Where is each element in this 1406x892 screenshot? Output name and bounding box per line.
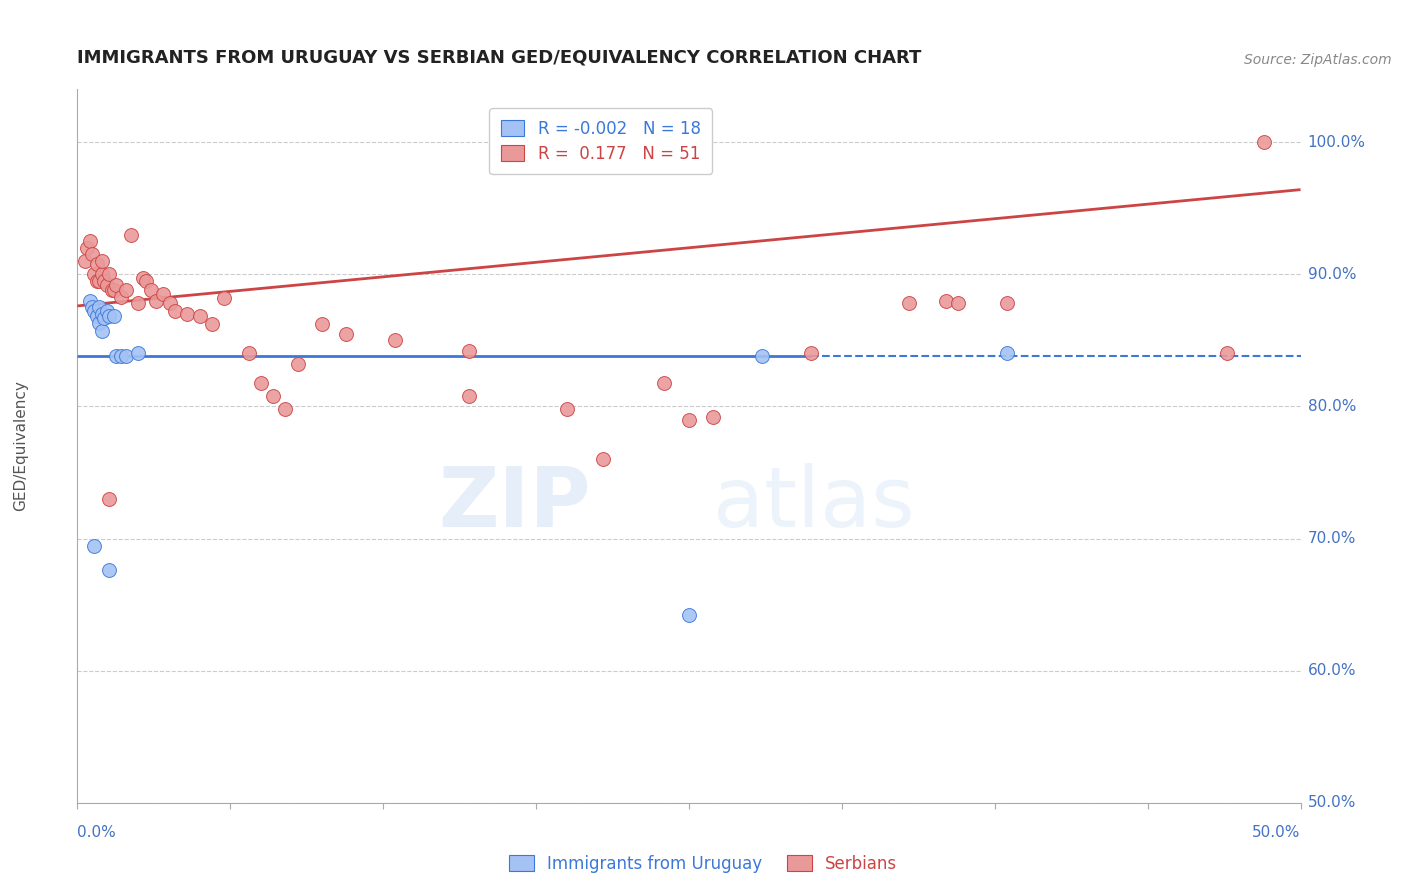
Point: [457, 343, 479, 358]
Point: [127, 346, 149, 360]
Point: [86, 310, 108, 324]
Point: [93, 310, 115, 325]
Point: [995, 296, 1018, 310]
Point: [898, 296, 921, 310]
Point: [176, 307, 198, 321]
Point: [262, 389, 284, 403]
Point: [100, 283, 122, 297]
Text: 0.0%: 0.0%: [77, 825, 117, 840]
Legend: R = -0.002   N = 18, R =  0.177   N = 51: R = -0.002 N = 18, R = 0.177 N = 51: [489, 108, 713, 174]
Point: [238, 346, 260, 360]
Point: [145, 293, 167, 308]
Point: [152, 287, 174, 301]
Point: [384, 333, 406, 347]
Text: ZIP: ZIP: [439, 463, 591, 543]
Point: [212, 291, 235, 305]
Point: [79, 234, 101, 248]
Point: [105, 277, 128, 292]
Point: [103, 283, 125, 297]
Point: [80, 300, 103, 314]
Point: [751, 349, 773, 363]
Text: 90.0%: 90.0%: [1308, 267, 1355, 282]
Point: [702, 409, 724, 424]
Text: IMMIGRANTS FROM URUGUAY VS SERBIAN GED/EQUIVALENCY CORRELATION CHART: IMMIGRANTS FROM URUGUAY VS SERBIAN GED/E…: [77, 49, 922, 67]
Point: [89, 274, 111, 288]
Point: [132, 271, 155, 285]
Point: [120, 227, 142, 242]
Point: [995, 346, 1018, 360]
Point: [103, 310, 125, 324]
Point: [110, 290, 132, 304]
Point: [127, 296, 149, 310]
Point: [105, 349, 128, 363]
Point: [79, 293, 101, 308]
Legend: Immigrants from Uruguay, Serbians: Immigrants from Uruguay, Serbians: [502, 848, 904, 880]
Point: [90, 307, 112, 321]
Point: [1216, 346, 1239, 360]
Text: 80.0%: 80.0%: [1308, 399, 1355, 414]
Point: [946, 296, 969, 310]
Text: Source: ZipAtlas.com: Source: ZipAtlas.com: [1244, 53, 1392, 67]
Text: GED/Equivalency: GED/Equivalency: [14, 381, 28, 511]
Point: [89, 316, 111, 330]
Point: [98, 310, 121, 324]
Point: [83, 267, 105, 281]
Point: [250, 376, 273, 390]
Point: [135, 274, 157, 288]
Point: [159, 296, 181, 310]
Text: 100.0%: 100.0%: [1308, 135, 1365, 150]
Point: [592, 452, 614, 467]
Point: [96, 304, 118, 318]
Text: 60.0%: 60.0%: [1308, 663, 1355, 678]
Point: [89, 300, 111, 314]
Text: 50.0%: 50.0%: [1308, 796, 1355, 810]
Point: [1253, 135, 1275, 149]
Point: [98, 267, 121, 281]
Point: [96, 277, 118, 292]
Point: [86, 274, 108, 288]
Point: [80, 247, 103, 261]
Point: [188, 310, 211, 324]
Point: [90, 267, 112, 281]
Point: [935, 293, 957, 308]
Point: [274, 402, 297, 417]
Point: [335, 326, 357, 341]
Point: [678, 608, 700, 623]
Point: [555, 402, 578, 417]
Point: [110, 349, 132, 363]
Point: [165, 304, 187, 318]
Point: [90, 254, 112, 268]
Point: [93, 274, 115, 288]
Point: [311, 318, 333, 332]
Point: [73, 254, 96, 268]
Point: [90, 324, 112, 338]
Point: [287, 357, 309, 371]
Point: [115, 283, 138, 297]
Point: [457, 389, 479, 403]
Point: [800, 346, 823, 360]
Point: [654, 376, 676, 390]
Point: [98, 563, 121, 577]
Point: [98, 491, 121, 506]
Point: [139, 283, 162, 297]
Text: atlas: atlas: [713, 463, 915, 543]
Point: [76, 241, 98, 255]
Point: [678, 412, 700, 426]
Text: 50.0%: 50.0%: [1253, 825, 1301, 840]
Point: [115, 349, 138, 363]
Point: [86, 257, 108, 271]
Point: [83, 304, 105, 318]
Text: 70.0%: 70.0%: [1308, 531, 1355, 546]
Point: [83, 540, 105, 554]
Point: [201, 318, 224, 332]
